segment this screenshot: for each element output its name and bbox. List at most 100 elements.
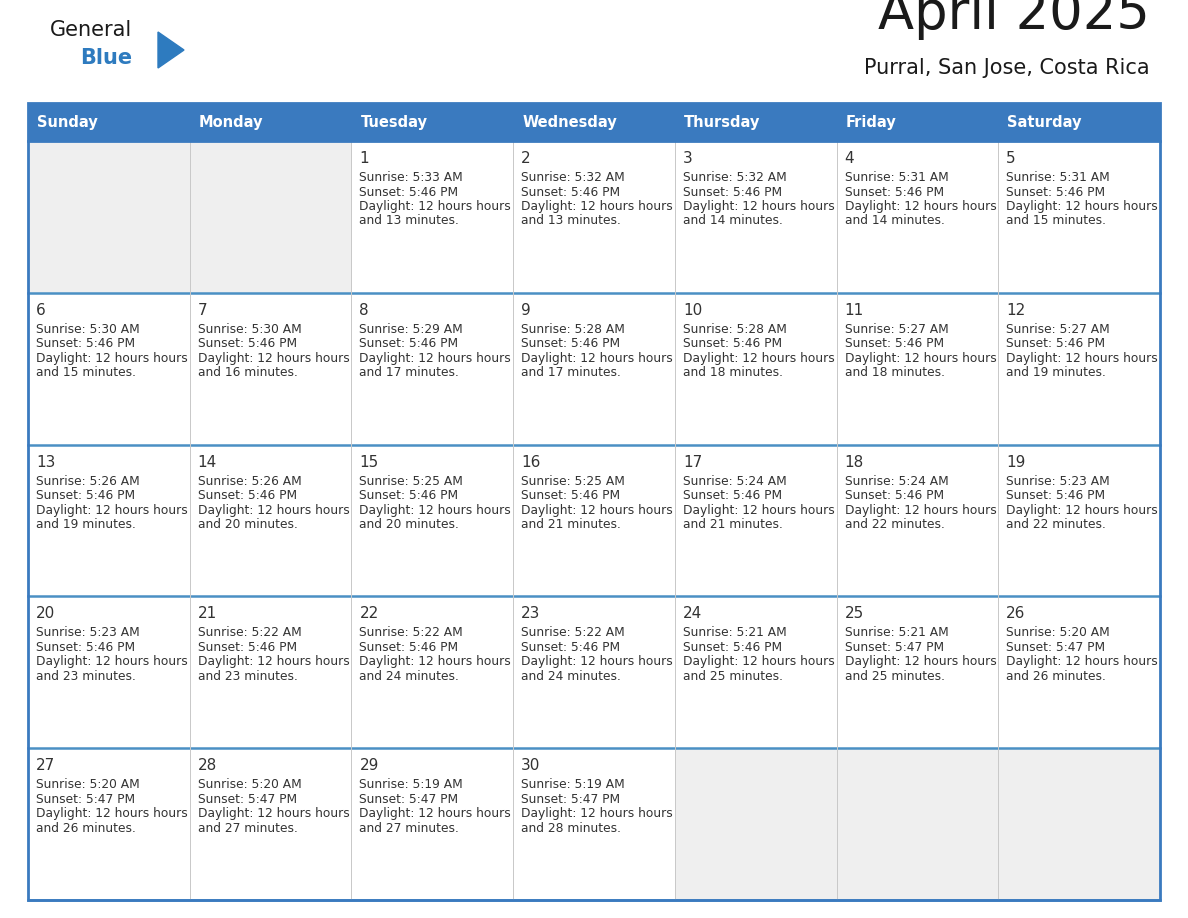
- Text: Daylight: 12 hours hours: Daylight: 12 hours hours: [197, 504, 349, 517]
- Text: Sunrise: 5:32 AM: Sunrise: 5:32 AM: [522, 171, 625, 184]
- Text: Daylight: 12 hours hours: Daylight: 12 hours hours: [36, 655, 188, 668]
- Text: 17: 17: [683, 454, 702, 470]
- Text: Daylight: 12 hours hours: Daylight: 12 hours hours: [1006, 352, 1158, 364]
- Text: Daylight: 12 hours hours: Daylight: 12 hours hours: [36, 352, 188, 364]
- Text: and 17 minutes.: and 17 minutes.: [360, 366, 460, 379]
- Bar: [190, 597, 352, 748]
- Text: and 22 minutes.: and 22 minutes.: [845, 518, 944, 532]
- Text: Sunrise: 5:20 AM: Sunrise: 5:20 AM: [197, 778, 302, 791]
- Text: Sunrise: 5:20 AM: Sunrise: 5:20 AM: [36, 778, 140, 791]
- Text: Sunrise: 5:30 AM: Sunrise: 5:30 AM: [197, 323, 302, 336]
- Bar: [513, 293, 675, 444]
- Text: Sunset: 5:46 PM: Sunset: 5:46 PM: [360, 489, 459, 502]
- Text: Sunset: 5:46 PM: Sunset: 5:46 PM: [522, 185, 620, 198]
- Text: Sunrise: 5:19 AM: Sunrise: 5:19 AM: [522, 778, 625, 791]
- Text: Sunset: 5:46 PM: Sunset: 5:46 PM: [522, 489, 620, 502]
- Bar: [513, 597, 675, 748]
- Text: 3: 3: [683, 151, 693, 166]
- Text: Sunset: 5:46 PM: Sunset: 5:46 PM: [845, 185, 943, 198]
- Text: Sunset: 5:46 PM: Sunset: 5:46 PM: [1006, 185, 1105, 198]
- Bar: [352, 597, 513, 748]
- Text: General: General: [50, 20, 132, 40]
- Text: 9: 9: [522, 303, 531, 318]
- Text: Sunrise: 5:28 AM: Sunrise: 5:28 AM: [522, 323, 625, 336]
- Text: April 2025: April 2025: [878, 0, 1150, 40]
- Text: Sunset: 5:46 PM: Sunset: 5:46 PM: [36, 641, 135, 654]
- Text: Sunset: 5:46 PM: Sunset: 5:46 PM: [197, 337, 297, 351]
- Bar: [29, 597, 190, 748]
- Bar: [675, 597, 836, 748]
- Bar: [190, 293, 352, 444]
- Text: Sunrise: 5:26 AM: Sunrise: 5:26 AM: [36, 475, 140, 487]
- Text: and 20 minutes.: and 20 minutes.: [360, 518, 460, 532]
- Text: and 24 minutes.: and 24 minutes.: [522, 670, 621, 683]
- Text: and 14 minutes.: and 14 minutes.: [845, 215, 944, 228]
- Text: Daylight: 12 hours hours: Daylight: 12 hours hours: [522, 504, 672, 517]
- Text: and 14 minutes.: and 14 minutes.: [683, 215, 783, 228]
- Text: Sunrise: 5:24 AM: Sunrise: 5:24 AM: [845, 475, 948, 487]
- Text: Daylight: 12 hours hours: Daylight: 12 hours hours: [845, 504, 997, 517]
- Text: 14: 14: [197, 454, 217, 470]
- Text: and 18 minutes.: and 18 minutes.: [683, 366, 783, 379]
- Text: Sunset: 5:46 PM: Sunset: 5:46 PM: [360, 641, 459, 654]
- Bar: [675, 444, 836, 597]
- Text: Sunrise: 5:21 AM: Sunrise: 5:21 AM: [683, 626, 786, 640]
- Text: Sunrise: 5:20 AM: Sunrise: 5:20 AM: [1006, 626, 1110, 640]
- Bar: [998, 597, 1159, 748]
- Bar: [513, 103, 675, 141]
- Bar: [190, 748, 352, 900]
- Text: Daylight: 12 hours hours: Daylight: 12 hours hours: [360, 352, 511, 364]
- Text: Daylight: 12 hours hours: Daylight: 12 hours hours: [1006, 200, 1158, 213]
- Text: Sunset: 5:46 PM: Sunset: 5:46 PM: [1006, 489, 1105, 502]
- Text: and 26 minutes.: and 26 minutes.: [36, 822, 135, 834]
- Bar: [998, 293, 1159, 444]
- Bar: [836, 103, 998, 141]
- Text: Daylight: 12 hours hours: Daylight: 12 hours hours: [36, 504, 188, 517]
- Text: Sunset: 5:46 PM: Sunset: 5:46 PM: [1006, 337, 1105, 351]
- Bar: [675, 141, 836, 293]
- Bar: [998, 103, 1159, 141]
- Text: Daylight: 12 hours hours: Daylight: 12 hours hours: [683, 200, 835, 213]
- Bar: [190, 141, 352, 293]
- Text: Daylight: 12 hours hours: Daylight: 12 hours hours: [522, 807, 672, 820]
- Bar: [675, 103, 836, 141]
- Text: Thursday: Thursday: [684, 115, 760, 129]
- Text: Monday: Monday: [198, 115, 264, 129]
- Text: 18: 18: [845, 454, 864, 470]
- Bar: [998, 141, 1159, 293]
- Text: Sunrise: 5:26 AM: Sunrise: 5:26 AM: [197, 475, 302, 487]
- Text: Daylight: 12 hours hours: Daylight: 12 hours hours: [360, 504, 511, 517]
- Text: Sunrise: 5:29 AM: Sunrise: 5:29 AM: [360, 323, 463, 336]
- Text: Sunset: 5:46 PM: Sunset: 5:46 PM: [360, 185, 459, 198]
- Text: 22: 22: [360, 607, 379, 621]
- Bar: [352, 103, 513, 141]
- Text: Daylight: 12 hours hours: Daylight: 12 hours hours: [845, 655, 997, 668]
- Text: and 15 minutes.: and 15 minutes.: [1006, 215, 1106, 228]
- Text: 1: 1: [360, 151, 369, 166]
- Text: and 18 minutes.: and 18 minutes.: [845, 366, 944, 379]
- Text: Sunrise: 5:33 AM: Sunrise: 5:33 AM: [360, 171, 463, 184]
- Bar: [29, 103, 1159, 900]
- Text: Sunset: 5:47 PM: Sunset: 5:47 PM: [197, 793, 297, 806]
- Text: and 21 minutes.: and 21 minutes.: [522, 518, 621, 532]
- Text: 27: 27: [36, 758, 56, 773]
- Bar: [352, 748, 513, 900]
- Text: Sunset: 5:46 PM: Sunset: 5:46 PM: [197, 489, 297, 502]
- Text: and 25 minutes.: and 25 minutes.: [845, 670, 944, 683]
- Bar: [29, 293, 190, 444]
- Text: Sunset: 5:47 PM: Sunset: 5:47 PM: [1006, 641, 1105, 654]
- Text: Daylight: 12 hours hours: Daylight: 12 hours hours: [683, 352, 835, 364]
- Text: Daylight: 12 hours hours: Daylight: 12 hours hours: [360, 655, 511, 668]
- Text: Daylight: 12 hours hours: Daylight: 12 hours hours: [360, 807, 511, 820]
- Text: and 19 minutes.: and 19 minutes.: [36, 518, 135, 532]
- Text: and 19 minutes.: and 19 minutes.: [1006, 366, 1106, 379]
- Text: 30: 30: [522, 758, 541, 773]
- Text: 12: 12: [1006, 303, 1025, 318]
- Text: Sunday: Sunday: [37, 115, 97, 129]
- Text: and 23 minutes.: and 23 minutes.: [36, 670, 135, 683]
- Text: Sunrise: 5:32 AM: Sunrise: 5:32 AM: [683, 171, 786, 184]
- Text: Daylight: 12 hours hours: Daylight: 12 hours hours: [1006, 655, 1158, 668]
- Text: 20: 20: [36, 607, 56, 621]
- Text: Sunrise: 5:23 AM: Sunrise: 5:23 AM: [36, 626, 140, 640]
- Text: Sunset: 5:47 PM: Sunset: 5:47 PM: [360, 793, 459, 806]
